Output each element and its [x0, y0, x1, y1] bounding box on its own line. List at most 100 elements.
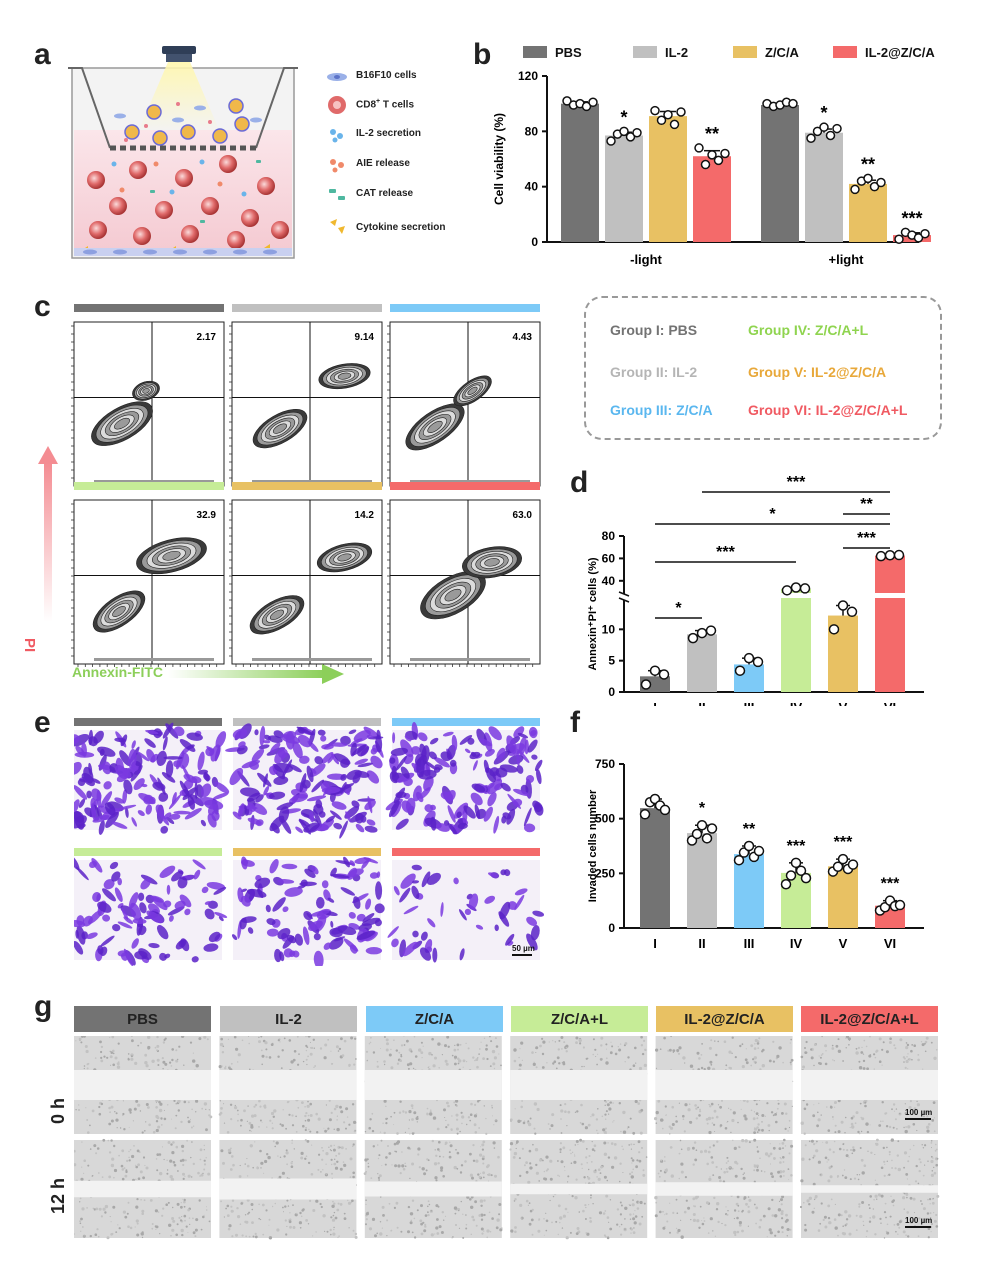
cell-texture	[206, 1206, 207, 1208]
cell-texture	[664, 1160, 666, 1162]
cell-texture	[412, 1067, 415, 1070]
cell-texture	[713, 1196, 716, 1200]
cell-texture	[608, 1113, 610, 1115]
cell-texture	[687, 1206, 691, 1210]
cell-texture	[337, 1202, 340, 1205]
wound-image	[509, 1138, 648, 1240]
cell-texture	[581, 1122, 585, 1126]
cell-texture	[223, 1122, 226, 1124]
cell-texture	[269, 1119, 272, 1122]
data-point	[913, 233, 924, 243]
cell-texture	[753, 1047, 757, 1050]
cell-texture	[127, 1201, 130, 1204]
cell-texture	[740, 1108, 742, 1110]
cell-texture	[322, 1214, 326, 1218]
cell-texture	[332, 1214, 335, 1217]
cell-texture	[161, 1057, 164, 1060]
cell-texture	[541, 1066, 545, 1069]
wound-image	[654, 1035, 794, 1135]
cell-texture	[712, 1144, 715, 1147]
cell-texture	[849, 1178, 852, 1181]
cell-texture	[754, 1038, 758, 1043]
cell-texture	[352, 1229, 355, 1232]
cell-texture	[861, 1201, 865, 1204]
cell-texture	[898, 1220, 902, 1224]
cell-texture	[128, 1156, 130, 1159]
cell-texture	[480, 1204, 483, 1207]
cell-texture	[474, 1200, 477, 1204]
significance-label: *	[620, 107, 627, 127]
cell-texture	[622, 1110, 626, 1115]
cell-texture	[192, 1217, 194, 1220]
cell-texture	[609, 1051, 613, 1055]
cell-texture	[565, 1236, 569, 1240]
significance-label: **	[743, 821, 756, 838]
invading-cell	[387, 926, 399, 938]
cell-texture	[892, 1103, 896, 1106]
cell-texture	[720, 1168, 722, 1170]
cell-texture	[440, 1231, 444, 1234]
cell-texture	[249, 1068, 251, 1071]
invading-cell	[390, 747, 409, 756]
cell-texture	[918, 1217, 921, 1220]
cell-texture	[169, 1175, 173, 1179]
cell-texture	[122, 1112, 125, 1116]
cell-texture	[112, 1052, 115, 1055]
cell-texture	[731, 1052, 733, 1054]
cell-texture	[400, 1055, 403, 1058]
cell-texture	[612, 1102, 614, 1104]
invading-cell	[475, 924, 484, 930]
cell-texture	[575, 1178, 578, 1181]
cell-texture	[729, 1166, 731, 1169]
invading-cell	[274, 948, 282, 963]
cell-texture	[703, 1068, 706, 1071]
cell-texture	[98, 1112, 102, 1116]
cell-texture	[640, 1035, 643, 1039]
cell-texture	[780, 1203, 783, 1206]
cell-texture	[725, 1168, 728, 1170]
cell-texture	[782, 1170, 785, 1173]
cell-texture	[282, 1109, 284, 1111]
cell-texture	[411, 1162, 415, 1166]
invading-cell	[246, 792, 261, 802]
cell-texture	[391, 1164, 393, 1166]
cell-texture	[447, 1104, 450, 1108]
invading-cell	[459, 948, 465, 961]
cell-texture	[813, 1154, 816, 1158]
cell-texture	[548, 1041, 550, 1043]
cell-texture	[689, 1121, 691, 1123]
cell-texture	[483, 1230, 485, 1232]
cell-texture	[766, 1102, 769, 1105]
cell-texture	[813, 1064, 815, 1067]
cell-texture	[786, 1228, 790, 1231]
cell-texture	[447, 1123, 450, 1127]
cell-texture	[821, 1035, 823, 1038]
cell-texture	[709, 1105, 712, 1108]
cell-texture	[498, 1213, 501, 1216]
cell-texture	[116, 1062, 120, 1066]
cell-texture	[859, 1147, 862, 1149]
cell-texture	[73, 1233, 75, 1235]
cell-texture	[470, 1233, 472, 1235]
cell-texture	[127, 1053, 130, 1055]
cell-texture	[620, 1233, 623, 1236]
cell-texture	[736, 1230, 740, 1234]
cell-texture	[371, 1129, 375, 1133]
cell-texture	[474, 1131, 478, 1134]
cell-texture	[393, 1111, 396, 1114]
cell-texture	[223, 1216, 225, 1218]
cell-texture	[260, 1218, 262, 1221]
invading-cell	[73, 785, 88, 800]
cell-texture	[520, 1120, 522, 1122]
data-point	[894, 234, 904, 244]
cell-texture	[842, 1148, 845, 1151]
cell-texture	[618, 1102, 621, 1105]
cell-texture	[699, 1205, 702, 1208]
invading-cell	[363, 726, 380, 739]
cell-texture	[605, 1194, 609, 1198]
cell-texture	[427, 1067, 429, 1069]
invading-cell	[297, 734, 312, 748]
cell-texture	[127, 1057, 130, 1060]
cell-texture	[394, 1164, 398, 1168]
cell-texture	[478, 1214, 482, 1217]
